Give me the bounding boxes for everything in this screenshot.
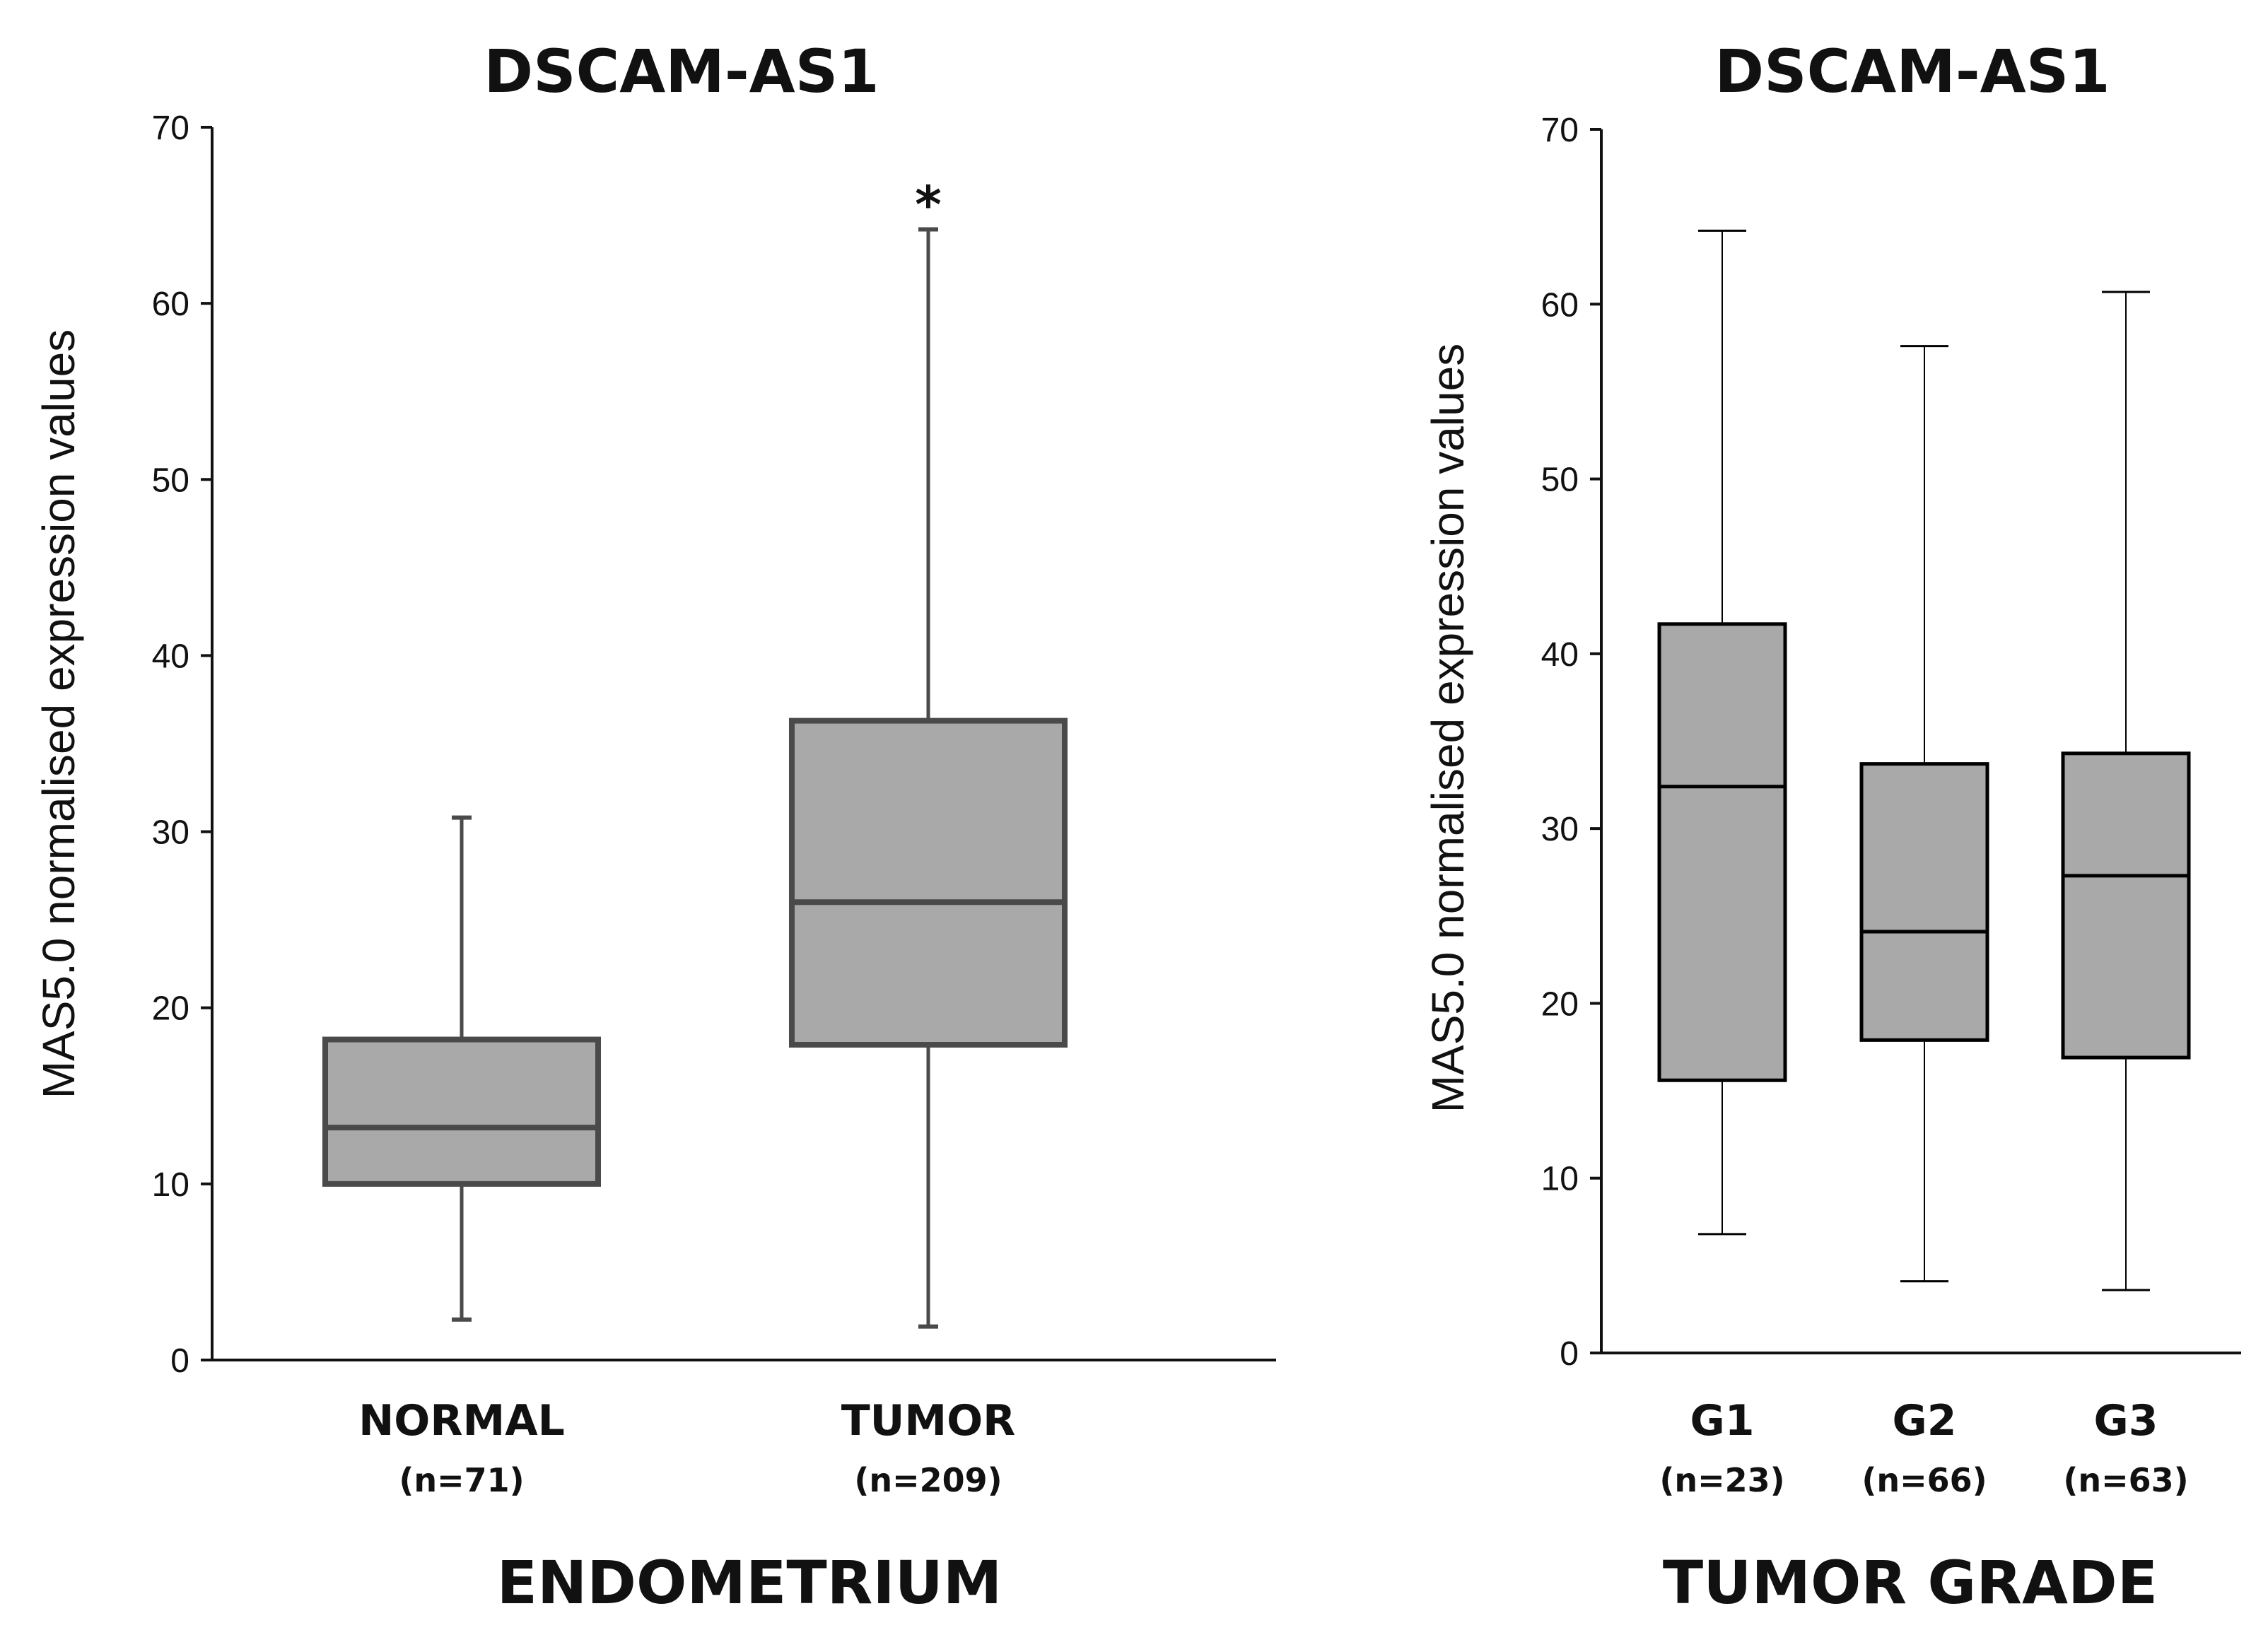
panel-endometrium: DSCAM-AS1 MAS5.0 normalised expression va… [33,37,1276,1617]
y-tick-label: 60 [152,286,189,323]
y-tick-label: 10 [1541,1161,1579,1198]
box-iqr [1657,622,1787,1082]
sample-count-label: (n=23) [1659,1461,1784,1499]
significance-marker: * [915,175,942,235]
y-axis-label: MAS5.0 normalised expression values [1422,344,1473,1113]
y-tick-label: 60 [1541,286,1579,324]
box-iqr [322,1036,601,1187]
x-axis-title: ENDOMETRIUM [497,1548,1003,1617]
y-tick-label: 20 [152,990,189,1028]
box-iqr [1859,762,1989,1042]
sample-count-label: (n=71) [399,1461,524,1499]
category-label: G2 [1893,1396,1957,1446]
y-tick-label: 70 [1541,112,1579,149]
panel-tumor-grade: DSCAM-AS1 MAS5.0 normalised expression va… [1422,37,2241,1617]
x-axis-title: TUMOR GRADE [1663,1548,2158,1617]
category-label: G1 [1690,1396,1755,1446]
y-tick-label: 0 [1560,1335,1579,1373]
y-tick-label: 40 [152,638,189,675]
y-tick-label: 50 [1541,462,1579,499]
y-tick-label: 30 [152,814,189,852]
sample-count-label: (n=209) [854,1461,1002,1499]
y-tick-label: 0 [170,1342,189,1380]
sample-count-label: (n=63) [2063,1461,2188,1499]
chart-title: DSCAM-AS1 [1714,37,2110,106]
y-tick-label: 40 [1541,636,1579,674]
category-label: NORMAL [358,1396,565,1446]
box-iqr [789,717,1068,1048]
sample-count-label: (n=66) [1861,1461,1987,1499]
chart-title: DSCAM-AS1 [484,37,879,106]
box-iqr [2061,751,2191,1060]
y-tick-label: 50 [152,462,189,499]
y-tick-label: 30 [1541,811,1579,848]
category-label: G3 [2094,1396,2158,1446]
y-axis-label: MAS5.0 normalised expression values [33,329,84,1099]
y-tick-label: 70 [152,110,189,147]
y-tick-label: 20 [1541,985,1579,1023]
y-tick-label: 10 [152,1166,189,1204]
category-label: TUMOR [841,1396,1016,1446]
